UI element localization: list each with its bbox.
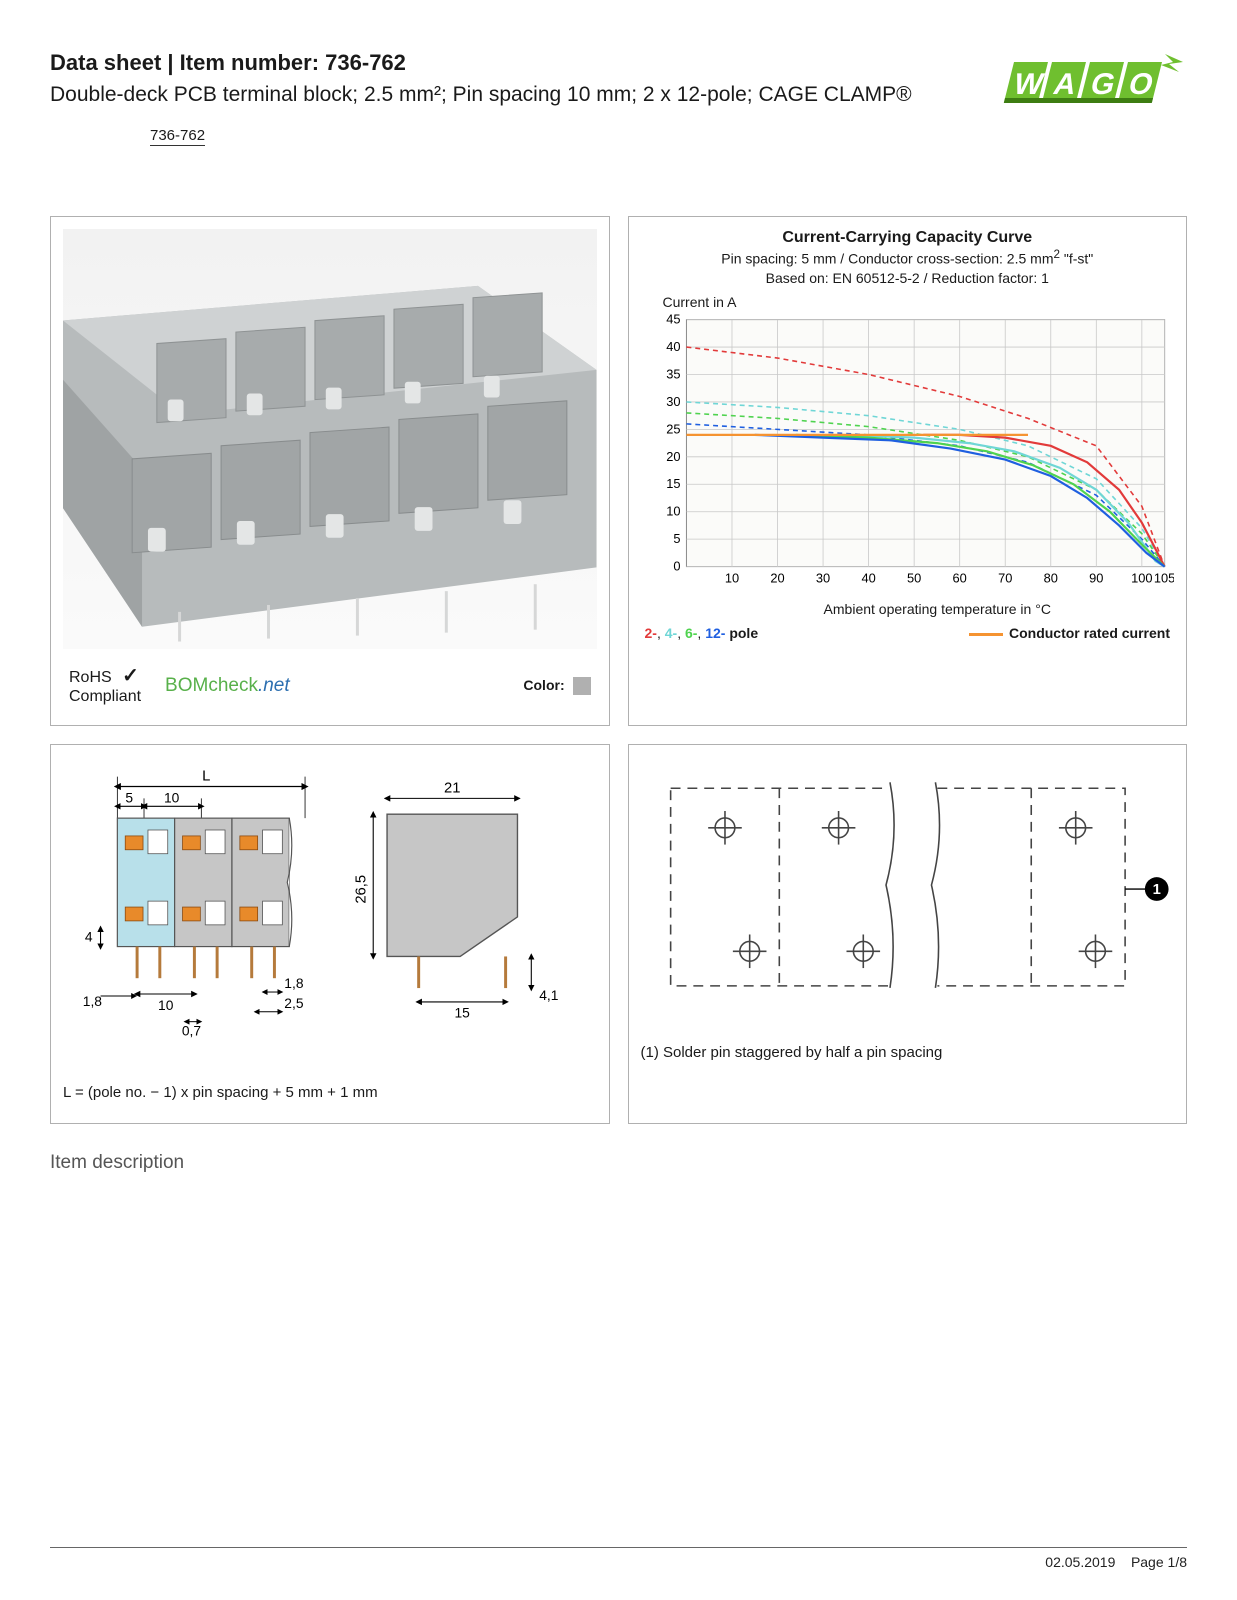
svg-text:105: 105 (1153, 570, 1174, 585)
compliance-row: RoHS ✓ Compliant BOMcheck.net Color: (63, 649, 597, 712)
item-number-link[interactable]: 736-762 (150, 127, 205, 146)
page-title: Data sheet | Item number: 736-762 (50, 50, 912, 76)
svg-text:0: 0 (673, 558, 680, 573)
header-text: Data sheet | Item number: 736-762 Double… (50, 50, 912, 146)
title-sep: | (161, 50, 179, 75)
svg-text:80: 80 (1043, 570, 1057, 585)
svg-text:26,5: 26,5 (353, 875, 369, 904)
svg-text:15: 15 (666, 476, 680, 491)
panel-grid: RoHS ✓ Compliant BOMcheck.net Color: Cur… (50, 216, 1187, 1123)
svg-text:21: 21 (444, 780, 460, 796)
svg-text:4,1: 4,1 (539, 987, 559, 1003)
svg-text:50: 50 (907, 570, 921, 585)
svg-text:30: 30 (815, 570, 829, 585)
legend-line-icon (969, 633, 1003, 636)
legend-poles: 2-, 4-, 6-, 12- pole (645, 625, 759, 641)
bomcheck-logo: BOMcheck.net (165, 675, 290, 697)
chart-x-label: Ambient operating temperature in °C (641, 601, 1175, 617)
footer-date: 02.05.2019 (1045, 1554, 1115, 1570)
capacity-chart: 10 20 30 40 50 60 70 80 90 100105 0 5 10 15 20 25 30 35 40… (641, 312, 1175, 592)
svg-text:4: 4 (85, 928, 93, 944)
footprint-drawing: 1 (641, 757, 1175, 1027)
svg-text:5: 5 (125, 789, 133, 805)
svg-text:30: 30 (666, 394, 680, 409)
svg-text:1: 1 (1152, 882, 1160, 898)
chart-y-label: Current in A (663, 294, 1175, 310)
dimension-formula: L = (pole no. − 1) x pin spacing + 5 mm … (63, 1084, 597, 1101)
svg-text:L: L (202, 768, 210, 784)
rohs-label: RoHS ✓ Compliant (69, 665, 141, 706)
footprint-panel: 1 (1) Solder pin staggered by half a pin… (628, 744, 1188, 1124)
check-icon: ✓ (122, 665, 139, 687)
title-item-label: Item number: (180, 50, 319, 75)
footprint-note: (1) Solder pin staggered by half a pin s… (641, 1044, 1175, 1061)
svg-text:35: 35 (666, 366, 680, 381)
dimension-drawing: L 5 10 (63, 757, 597, 1067)
footer: 02.05.2019 Page 1/8 (50, 1547, 1187, 1570)
color-label: Color: (523, 677, 590, 695)
title-prefix: Data sheet (50, 50, 161, 75)
header: Data sheet | Item number: 736-762 Double… (50, 50, 1187, 146)
svg-text:5: 5 (673, 531, 680, 546)
chart-title: Current-Carrying Capacity Curve (641, 229, 1175, 247)
svg-text:100: 100 (1131, 570, 1152, 585)
svg-text:10: 10 (164, 789, 180, 805)
svg-text:10: 10 (724, 570, 738, 585)
footer-page: 1/8 (1168, 1554, 1187, 1570)
svg-text:40: 40 (666, 339, 680, 354)
chart-sub: Pin spacing: 5 mm / Conductor cross-sect… (641, 247, 1175, 287)
wago-logo: W A G O (997, 50, 1187, 117)
svg-text:20: 20 (666, 449, 680, 464)
color-swatch (573, 677, 591, 695)
svg-text:15: 15 (454, 1004, 470, 1020)
svg-text:70: 70 (998, 570, 1012, 585)
footer-page-label: Page (1131, 1554, 1164, 1570)
svg-text:90: 90 (1089, 570, 1103, 585)
svg-text:60: 60 (952, 570, 966, 585)
product-photo-panel: RoHS ✓ Compliant BOMcheck.net Color: (50, 216, 610, 725)
legend-rated: Conductor rated current (969, 625, 1170, 641)
svg-text:25: 25 (666, 421, 680, 436)
svg-text:45: 45 (666, 312, 680, 327)
section-title: Item description (50, 1152, 1187, 1174)
svg-text:0,7: 0,7 (182, 1022, 201, 1038)
svg-text:10: 10 (158, 997, 174, 1013)
svg-text:40: 40 (861, 570, 875, 585)
svg-text:1,8: 1,8 (284, 975, 304, 991)
svg-text:1,8: 1,8 (83, 993, 103, 1009)
svg-text:2,5: 2,5 (284, 995, 304, 1011)
chart-legend: 2-, 4-, 6-, 12- pole Conductor rated cur… (641, 617, 1175, 641)
dimension-panel: L 5 10 (50, 744, 610, 1124)
svg-text:10: 10 (666, 503, 680, 518)
svg-text:20: 20 (770, 570, 784, 585)
chart-panel: Current-Carrying Capacity Curve Pin spac… (628, 216, 1188, 725)
product-photo (63, 229, 597, 649)
subtitle: Double-deck PCB terminal block; 2.5 mm²;… (50, 80, 912, 109)
title-item-number: 736-762 (325, 50, 406, 75)
